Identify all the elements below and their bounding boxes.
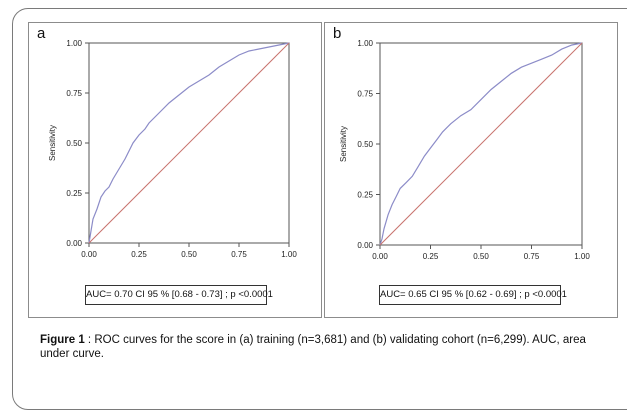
caption-label: Figure 1 [40, 334, 85, 346]
x-tick-label: 0.00 [372, 252, 388, 261]
reference-diagonal [379, 42, 583, 246]
x-tick-label: 0.25 [131, 250, 147, 259]
roc-plot-a: 0.00 0.25 0.50 0.75 1.00 0.00 0.25 0.50 0.75 1.00… [48, 39, 297, 259]
y-tick-label: 0.75 [66, 89, 82, 98]
auc-annotation: AUC= 0.70 CI 95 % [0.68 - 0.73] ; p <0.0… [85, 285, 273, 305]
y-axis-label: Sensitivity [339, 126, 348, 162]
y-tick-label: 0.75 [357, 90, 373, 99]
y-axis-label: Sensitivity [48, 125, 57, 161]
roc-curve [379, 42, 583, 246]
panel-b: b 0.00 0.25 0.50 0.75 1.00 0.00 0.25 0.50 0.75 1.… [324, 22, 618, 318]
x-tick-label: 1.00 [281, 250, 297, 259]
panel-label: b [333, 25, 342, 42]
y-tick-label: 0.50 [66, 139, 82, 148]
x-tick-label: 0.75 [231, 250, 247, 259]
auc-annotation: AUC= 0.65 CI 95 % [0.62 - 0.69] ; p <0.0… [379, 285, 567, 305]
panel-label: a [37, 25, 46, 42]
y-tick-label: 0.00 [357, 241, 373, 250]
figure-caption: Figure 1 : ROC curves for the score in (… [40, 333, 610, 361]
x-tick-label: 0.25 [423, 252, 439, 261]
panel-a: a 0.00 0.25 0.50 0.75 1.00 0.00 0.25 0.50 0.75 1.… [28, 22, 322, 318]
y-tick-label: 0.25 [357, 191, 373, 200]
y-tick-label: 0.25 [66, 189, 82, 198]
x-tick-label: 0.50 [473, 252, 489, 261]
x-tick-label: 0.75 [524, 252, 540, 261]
y-tick-label: 0.50 [357, 140, 373, 149]
reference-diagonal [88, 42, 290, 244]
roc-plot-b: 0.00 0.25 0.50 0.75 1.00 0.00 0.25 0.50 0.75 1.00… [339, 39, 590, 261]
x-tick-label: 1.00 [574, 252, 590, 261]
y-tick-label: 1.00 [357, 39, 373, 48]
y-tick-label: 1.00 [66, 39, 82, 48]
roc-curve [88, 42, 290, 244]
x-tick-label: 0.50 [181, 250, 197, 259]
y-tick-label: 0.00 [66, 239, 82, 248]
x-tick-label: 0.00 [81, 250, 97, 259]
caption-text: : ROC curves for the score in (a) traini… [40, 334, 586, 360]
